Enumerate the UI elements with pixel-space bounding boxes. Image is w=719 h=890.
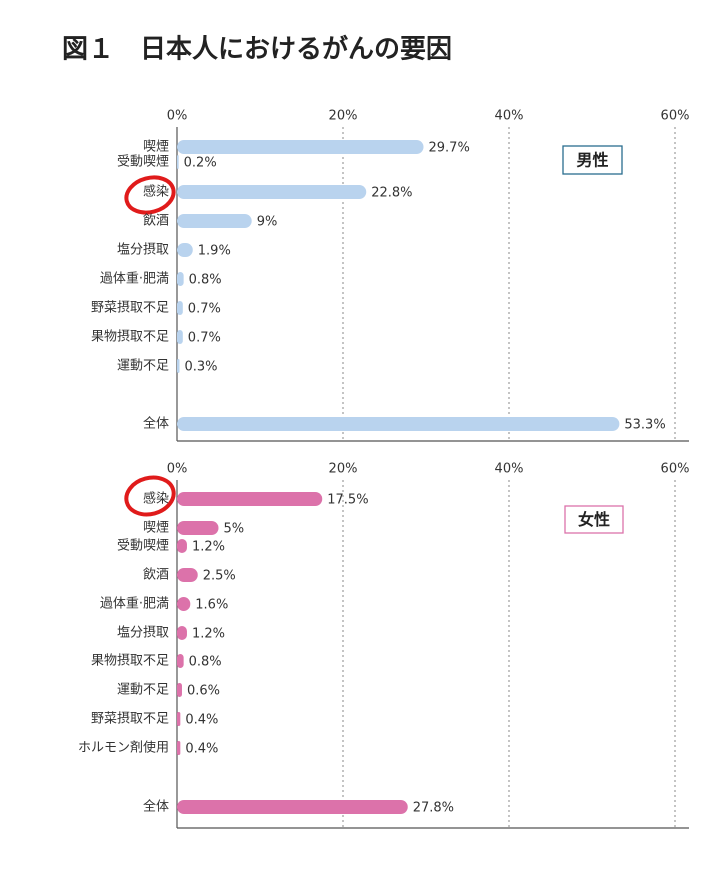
y-tick-label: 全体	[143, 416, 169, 432]
bar	[177, 539, 187, 553]
bar	[177, 683, 182, 697]
value-label: 0.4%	[185, 713, 218, 728]
bar	[177, 214, 252, 228]
y-tick-label: 過体重·肥満	[100, 271, 169, 287]
value-label: 0.6%	[187, 684, 220, 699]
value-label: 2.5%	[203, 569, 236, 584]
bar	[177, 140, 424, 154]
bar	[177, 492, 323, 506]
x-tick-label: 60%	[661, 109, 690, 124]
y-tick-label: 受動喫煙	[117, 539, 169, 554]
value-label: 5%	[224, 522, 245, 537]
x-tick-label: 20%	[329, 462, 358, 477]
value-label: 17.5%	[327, 493, 368, 508]
value-label: 29.7%	[429, 141, 470, 156]
value-label: 0.7%	[188, 302, 221, 317]
bar	[177, 521, 219, 535]
x-tick-label: 20%	[329, 109, 358, 124]
bar	[177, 712, 181, 726]
bar	[177, 741, 181, 755]
y-tick-label: ホルモン剤使用	[78, 740, 169, 756]
chart-title: 図１ 日本人におけるがんの要因	[62, 34, 452, 65]
value-label: 0.3%	[184, 360, 217, 375]
bar	[177, 155, 179, 169]
value-label: 27.8%	[413, 801, 454, 816]
value-label: 1.6%	[195, 598, 228, 613]
bar	[177, 626, 187, 640]
y-tick-label: 飲酒	[143, 567, 169, 583]
value-label: 0.7%	[188, 331, 221, 346]
y-tick-label: 塩分摂取	[117, 242, 169, 258]
y-tick-label: 喫煙	[143, 140, 169, 155]
value-label: 0.8%	[189, 273, 222, 288]
y-tick-label: 塩分摂取	[117, 625, 169, 641]
annotation-circle	[124, 175, 176, 215]
y-tick-label: 運動不足	[117, 683, 169, 698]
value-label: 0.4%	[185, 742, 218, 757]
bar	[177, 597, 191, 611]
bar	[177, 243, 193, 257]
legend-label: 女性	[578, 510, 610, 529]
y-tick-label: 運動不足	[117, 359, 169, 374]
value-label: 1.2%	[192, 540, 225, 555]
bar	[177, 359, 180, 373]
y-tick-label: 野菜摂取不足	[91, 300, 169, 316]
value-label: 0.8%	[189, 655, 222, 670]
legend-box	[562, 145, 623, 175]
x-tick-label: 60%	[661, 462, 690, 477]
x-tick-label: 0%	[167, 109, 188, 124]
value-label: 1.9%	[198, 244, 231, 259]
x-tick-label: 40%	[495, 109, 524, 124]
y-tick-label: 感染	[143, 184, 169, 200]
y-tick-label: 飲酒	[143, 213, 169, 229]
y-tick-label: 過体重·肥満	[100, 596, 169, 612]
value-label: 22.8%	[371, 186, 412, 201]
legend-box	[564, 505, 624, 534]
value-label: 1.2%	[192, 627, 225, 642]
x-tick-label: 40%	[495, 462, 524, 477]
y-tick-label: 喫煙	[143, 521, 169, 536]
value-label: 9%	[257, 215, 278, 230]
y-tick-label: 果物摂取不足	[91, 329, 169, 345]
bar	[177, 330, 183, 344]
y-tick-label: 果物摂取不足	[91, 653, 169, 669]
bar	[177, 272, 184, 286]
value-label: 53.3%	[624, 418, 665, 433]
bar	[177, 568, 198, 582]
bar	[177, 301, 183, 315]
legend-label: 男性	[576, 151, 608, 170]
x-tick-label: 0%	[167, 462, 188, 477]
y-tick-label: 受動喫煙	[117, 155, 169, 170]
bar	[177, 800, 408, 814]
bar	[177, 654, 184, 668]
y-tick-label: 感染	[143, 491, 169, 507]
bar	[177, 185, 367, 199]
y-tick-label: 全体	[143, 799, 169, 815]
bar	[177, 417, 620, 431]
value-label: 0.2%	[184, 156, 217, 171]
y-tick-label: 野菜摂取不足	[91, 711, 169, 727]
annotation-circle	[124, 475, 176, 517]
